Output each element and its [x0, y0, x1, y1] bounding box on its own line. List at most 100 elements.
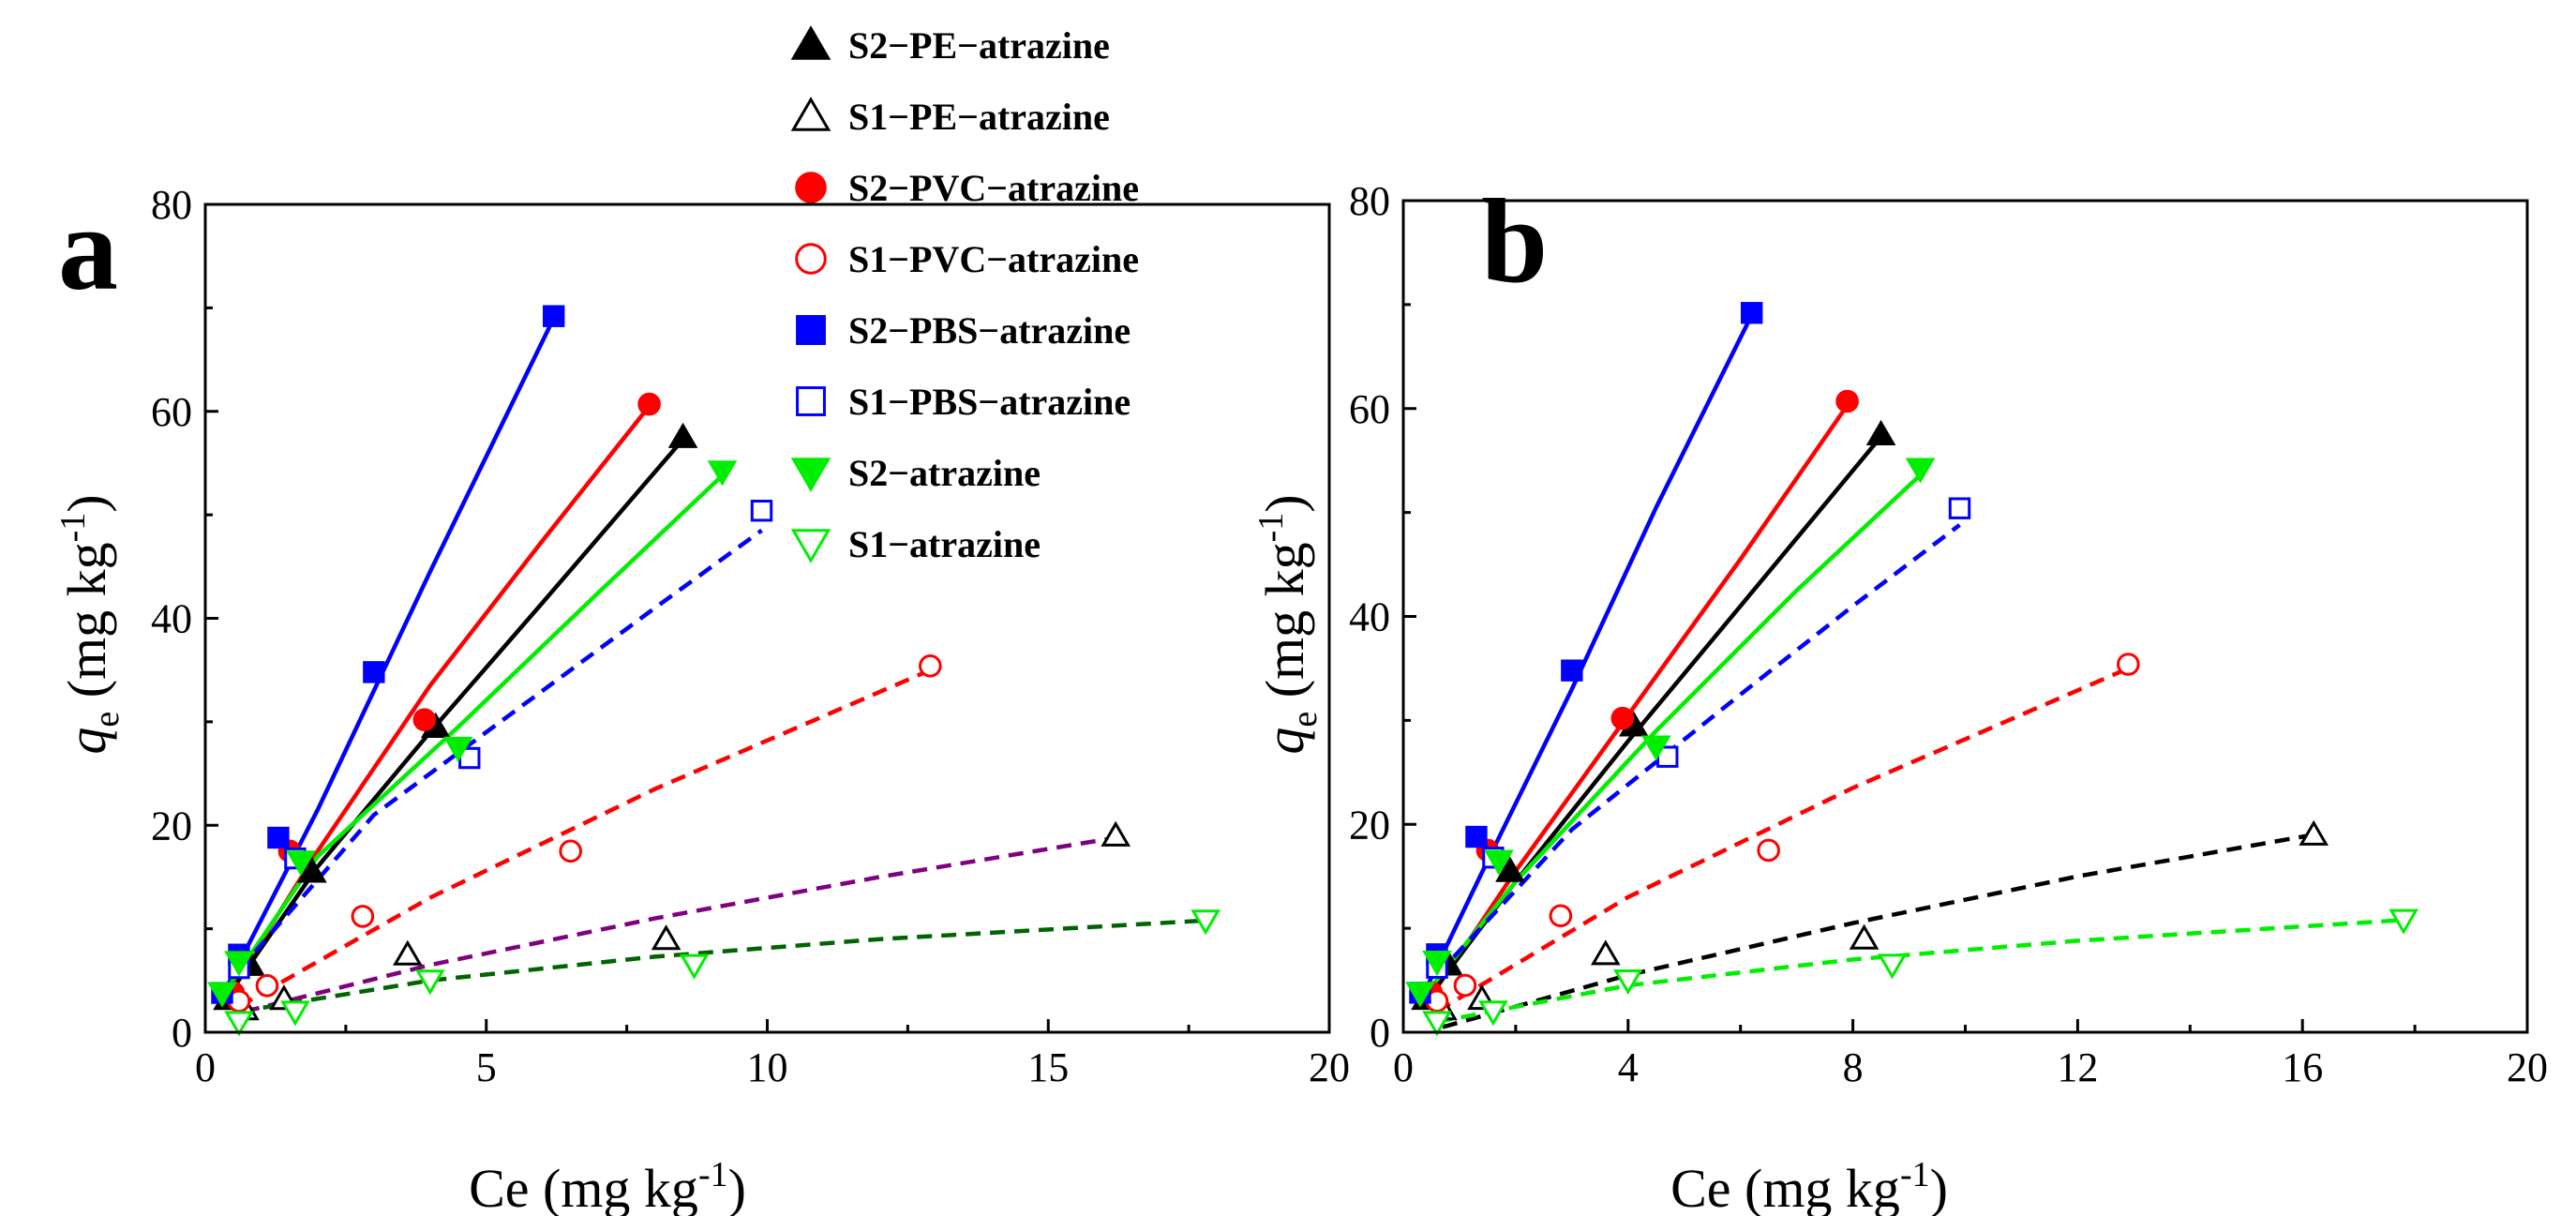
data-point [1612, 968, 1643, 996]
legend-item: S2−atrazine [790, 452, 1041, 494]
x-tick-label: 20 [2507, 1044, 2548, 1090]
data-point [1495, 856, 1525, 882]
data-point [1561, 659, 1583, 682]
fit-line [237, 528, 763, 972]
data-point [1422, 951, 1452, 977]
data-point [207, 982, 237, 1008]
fit-line [1417, 313, 1754, 1002]
fit-line [244, 835, 1116, 1014]
x-tick-label: 8 [1843, 1044, 1864, 1090]
legend-marker-shape [795, 243, 827, 275]
data-point [2117, 653, 2140, 676]
fit-line [1442, 833, 2314, 1029]
legend-marker-icon [790, 529, 831, 563]
data-point [1640, 735, 1671, 761]
legend-marker-icon [796, 386, 826, 416]
data-point [280, 1000, 310, 1027]
data-point [1549, 904, 1573, 928]
y-tick-label: 40 [1349, 594, 1390, 640]
legend: S2−PE−atrazine S1−PE−atrazine S2−PVC−atr… [790, 24, 1139, 565]
legend-marker-shape [790, 458, 831, 492]
x-tick-label: 12 [2057, 1044, 2098, 1090]
data-point [651, 924, 681, 951]
data-point [414, 969, 445, 996]
data-point [1484, 849, 1514, 876]
x-tick-label: 0 [195, 1044, 216, 1090]
panel-a-data-points [207, 305, 1221, 1037]
x-tick-label: 15 [1027, 1044, 1069, 1090]
legend-item: S2−PE−atrazine [790, 24, 1110, 67]
data-point [679, 953, 710, 980]
y-tick-label: 20 [1349, 802, 1390, 848]
data-point [1405, 982, 1435, 1008]
legend-marker-shape [796, 386, 826, 416]
data-point [707, 460, 738, 487]
legend-marker-icon [790, 25, 831, 60]
data-point [919, 653, 942, 678]
data-point [1948, 497, 1971, 519]
data-point [1101, 820, 1131, 847]
data-point [2389, 908, 2419, 935]
legend-item: S1−atrazine [790, 523, 1041, 565]
legend-marker-shape [790, 25, 831, 60]
fit-line [219, 317, 556, 998]
data-point [1740, 302, 1763, 324]
legend-marker-icon [795, 172, 827, 203]
y-tick-label: 80 [1349, 178, 1390, 224]
data-point [1591, 939, 1621, 966]
panel-b-x-axis-title: Ce (mg kg-1) [1670, 1155, 1948, 1216]
legend-marker-shape [790, 97, 831, 131]
panel-a-axes: 0 5 10 15 20 0 20 40 60 80 [151, 182, 1350, 1090]
legend-label: S1−atrazine [848, 523, 1041, 565]
data-point [1905, 458, 1936, 484]
data-point [255, 974, 279, 998]
data-point [1835, 389, 1859, 413]
fit-line [237, 668, 932, 1009]
data-point [1422, 1011, 1452, 1037]
legend-label: S1−PVC−atrazine [848, 238, 1139, 280]
data-point [412, 708, 437, 731]
x-tick-label: 10 [747, 1044, 788, 1090]
x-tick-label: 5 [476, 1044, 497, 1090]
data-point [1478, 1000, 1508, 1027]
legend-marker-shape [795, 172, 827, 203]
data-point [286, 850, 316, 877]
panel-b-axes: 0 4 8 12 16 20 0 20 40 60 80 [1349, 178, 2548, 1090]
panel-b-data-points [1405, 302, 2419, 1037]
panel-b-letter: b [1481, 174, 1548, 308]
data-point [637, 392, 661, 416]
legend-item: S1−PE−atrazine [790, 96, 1110, 138]
fit-line [1435, 666, 2130, 1013]
y-tick-label: 60 [151, 389, 192, 435]
y-tick-label: 0 [172, 1010, 192, 1056]
legend-marker-icon [796, 315, 826, 345]
y-tick-label: 20 [151, 803, 192, 848]
legend-item: S1−PBS−atrazine [796, 381, 1131, 423]
data-point [267, 826, 290, 849]
y-tick-label: 0 [1370, 1010, 1390, 1056]
legend-marker-shape [796, 315, 826, 345]
data-point [1757, 838, 1780, 863]
fit-line [1418, 473, 1923, 1003]
x-tick-label: 20 [1309, 1044, 1350, 1090]
legend-item: S2−PBS−atrazine [796, 309, 1131, 352]
data-point [667, 422, 698, 448]
x-tick-label: 16 [2282, 1044, 2323, 1090]
legend-label: S1−PBS−atrazine [848, 381, 1131, 423]
panel-a-letter: a [58, 182, 118, 315]
legend-label: S1−PE−atrazine [848, 96, 1110, 138]
panel-b-y-axis-title: qe (mg kg-1) [1251, 494, 1325, 754]
legend-marker-icon [790, 458, 831, 492]
legend-label: S2−PE−atrazine [848, 24, 1110, 67]
data-point [750, 500, 773, 522]
data-point [224, 951, 254, 977]
fit-line [238, 918, 1206, 1014]
legend-label: S2−atrazine [848, 452, 1041, 494]
data-point [224, 1011, 254, 1037]
data-point [559, 839, 582, 863]
legend-marker-icon [790, 97, 831, 131]
panel-a-fit-lines [219, 317, 1206, 1014]
y-tick-label: 60 [1349, 386, 1390, 432]
y-tick-label: 40 [151, 596, 192, 642]
